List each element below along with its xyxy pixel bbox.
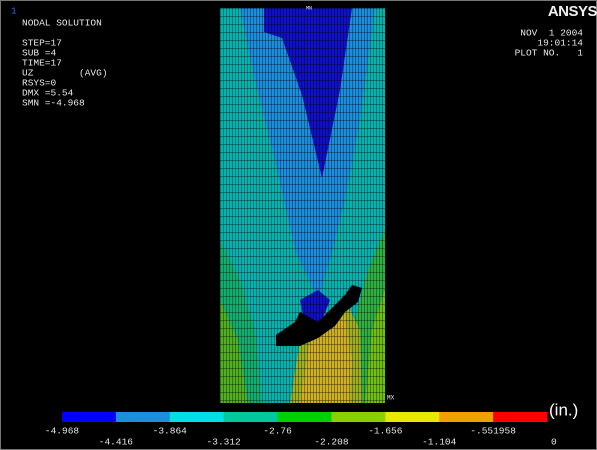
legend-swatch (169, 412, 225, 422)
info-line: DMX =5.54 (22, 88, 74, 99)
info-line: UZ (AVG) (22, 68, 108, 79)
legend-swatch (277, 412, 332, 422)
legend-label: -2.76 (263, 426, 292, 437)
plot-number: PLOT NO. 1 (515, 48, 584, 59)
info-line: SUB =4 (22, 48, 57, 59)
legend-swatch (115, 412, 171, 422)
max-marker: MX (387, 395, 395, 402)
info-line: RSYS=0 (22, 78, 57, 89)
contour-plot (220, 8, 385, 403)
mesh-lines (220, 8, 385, 403)
legend-swatch (385, 412, 440, 422)
legend-label: -2.208 (314, 437, 349, 448)
info-line: TIME=17 (22, 58, 62, 69)
legend: -4.968 -4.416 -3.864 -3.312 -2.76 -2.208 -1.65… (45, 412, 557, 448)
legend-label: -3.312 (207, 437, 242, 448)
legend-swatch (62, 412, 117, 422)
legend-label: -3.864 (153, 426, 188, 437)
window-number: 1 (11, 6, 17, 17)
legend-label: -1.104 (422, 437, 457, 448)
legend-swatch (223, 412, 279, 422)
plot-title: NODAL SOLUTION (22, 18, 102, 29)
legend-label: -.551958 (470, 426, 516, 437)
date: NOV 1 2004 (520, 28, 583, 39)
legend-label: 0 (551, 437, 557, 448)
info-line: SMN =-4.968 (22, 98, 85, 109)
legend-swatch (493, 412, 548, 422)
legend-label: -4.968 (45, 426, 80, 437)
info-line: STEP=17 (22, 38, 62, 49)
legend-label: -1.656 (368, 426, 403, 437)
time: 19:01:14 (537, 38, 583, 49)
min-marker: MN (306, 5, 312, 11)
legend-swatch (331, 412, 386, 422)
legend-swatch (439, 412, 494, 422)
unit-label: (in.) (549, 400, 578, 419)
legend-label: -4.416 (99, 437, 134, 448)
logo: ANSYS (548, 3, 597, 20)
